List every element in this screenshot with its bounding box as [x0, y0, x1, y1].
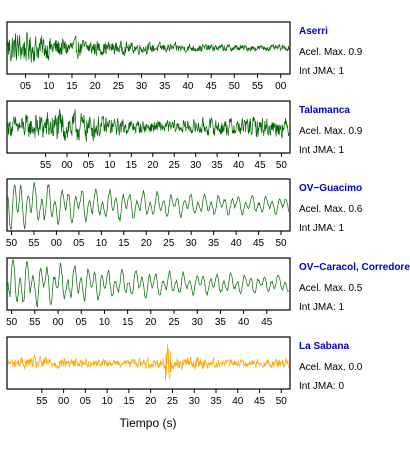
- panel-4: 55 00 05 10 15 20 25 30 35 40 45 50 La Sabana Acel. M…: [6, 336, 363, 407]
- x-tick-label: 00: [58, 396, 70, 407]
- jma-intensity-label: Int JMA: 0: [299, 381, 344, 392]
- x-tick-label: 50: [276, 396, 288, 407]
- x-axis-label: Tiempo (s): [120, 416, 177, 430]
- x-tick-label: 30: [190, 160, 202, 171]
- x-tick-label: 15: [66, 81, 78, 92]
- x-tick-label: 35: [159, 81, 171, 92]
- x-tick-label: 15: [126, 160, 138, 171]
- x-tick-label: 55: [252, 81, 264, 92]
- x-tick-label: 10: [43, 81, 55, 92]
- x-tick-label: 10: [96, 238, 108, 249]
- accel-max-label: Acel. Max. 0.9: [299, 126, 363, 137]
- x-tick-label: 25: [168, 317, 180, 328]
- x-tick-label: 50: [275, 238, 287, 249]
- x-tick-label: 50: [276, 160, 288, 171]
- x-tick-label: 45: [253, 238, 265, 249]
- x-tick-label: 50: [6, 317, 18, 328]
- x-tick-label: 30: [136, 81, 148, 92]
- x-tick-label: 20: [141, 238, 153, 249]
- x-tick-label: 20: [145, 396, 157, 407]
- x-tick-label: 55: [36, 396, 48, 407]
- x-tick-label: 05: [20, 81, 32, 92]
- x-tick-label: 15: [122, 317, 134, 328]
- station-name: Aserri: [299, 26, 328, 37]
- jma-intensity-label: Int JMA: 1: [299, 302, 344, 313]
- x-tick-label: 00: [52, 317, 64, 328]
- x-tick-label: 50: [6, 238, 18, 249]
- panel-frame: [6, 100, 291, 154]
- x-tick-label: 30: [189, 396, 201, 407]
- x-tick-label: 55: [29, 317, 41, 328]
- x-tick-label: 05: [80, 396, 92, 407]
- x-tick-label: 45: [254, 396, 266, 407]
- x-tick-label: 30: [186, 238, 198, 249]
- x-tick-label: 30: [192, 317, 204, 328]
- jma-intensity-label: Int JMA: 1: [299, 223, 344, 234]
- x-tick-label: 40: [231, 238, 243, 249]
- x-tick-label: 45: [261, 317, 273, 328]
- x-tick-label: 10: [102, 396, 114, 407]
- panel-2: 50 55 00 05 10 15 20 25 30 35 40 45 50 OV−Guacimo Acel…: [6, 178, 363, 249]
- x-tick-label: 35: [215, 317, 227, 328]
- x-tick-label: 25: [113, 81, 125, 92]
- panel-3: 50 55 00 05 10 15 20 25 30 35 40 45 OV−Caracol, Corr…: [6, 257, 410, 328]
- station-name: Talamanca: [299, 105, 350, 116]
- panel-frame: [6, 336, 291, 390]
- x-tick-label: 40: [233, 160, 245, 171]
- x-tick-label: 40: [182, 81, 194, 92]
- accel-max-label: Acel. Max. 0.9: [299, 47, 363, 58]
- x-tick-label: 35: [210, 396, 222, 407]
- x-tick-label: 40: [232, 396, 244, 407]
- x-tick-label: 20: [145, 317, 157, 328]
- accel-max-label: Acel. Max. 0.0: [299, 362, 363, 373]
- waveform-series: [7, 259, 290, 308]
- x-tick-label: 00: [61, 160, 73, 171]
- x-tick-label: 45: [254, 160, 266, 171]
- jma-intensity-label: Int JMA: 1: [299, 66, 344, 77]
- station-name: OV−Guacimo: [299, 183, 362, 194]
- x-tick-label: 35: [212, 160, 224, 171]
- waveform-series: [7, 344, 290, 381]
- x-tick-label: 35: [208, 238, 220, 249]
- jma-intensity-label: Int JMA: 1: [299, 145, 344, 156]
- x-tick-label: 50: [229, 81, 241, 92]
- accel-max-label: Acel. Max. 0.6: [299, 204, 363, 215]
- panel-frame: [6, 178, 291, 232]
- x-tick-label: 00: [275, 81, 287, 92]
- x-tick-label: 10: [99, 317, 111, 328]
- accel-max-label: Acel. Max. 0.5: [299, 283, 363, 294]
- waveform-series: [7, 31, 290, 63]
- x-tick-label: 55: [40, 160, 52, 171]
- x-tick-label: 25: [169, 160, 181, 171]
- x-tick-label: 05: [83, 160, 95, 171]
- x-tick-label: 40: [238, 317, 250, 328]
- station-name: OV−Caracol, Corredore: [299, 262, 410, 273]
- station-name: La Sabana: [299, 341, 349, 352]
- panel-1: 55 00 05 10 15 20 25 30 35 40 45 50 Talamanca Acel. M…: [6, 100, 363, 171]
- x-tick-label: 45: [206, 81, 218, 92]
- x-tick-label: 00: [51, 238, 63, 249]
- x-tick-label: 25: [167, 396, 179, 407]
- panel-0: 05 10 15 20 25 30 35 40 45 50 55 00 Aserri Acel. Max.…: [6, 21, 363, 92]
- seismogram-panels: 05 10 15 20 25 30 35 40 45 50 55 00 Aserri Acel. Max.…: [6, 21, 410, 407]
- x-tick-label: 55: [28, 238, 40, 249]
- x-tick-label: 20: [90, 81, 102, 92]
- x-tick-label: 15: [123, 396, 135, 407]
- x-tick-label: 10: [104, 160, 116, 171]
- waveform-series: [7, 108, 290, 142]
- waveform-series: [7, 182, 290, 230]
- x-tick-label: 05: [76, 317, 88, 328]
- x-tick-label: 25: [163, 238, 175, 249]
- x-tick-label: 20: [147, 160, 159, 171]
- x-tick-label: 05: [73, 238, 85, 249]
- panel-frame: [6, 257, 291, 311]
- x-tick-label: 15: [118, 238, 130, 249]
- panel-frame: [6, 21, 291, 75]
